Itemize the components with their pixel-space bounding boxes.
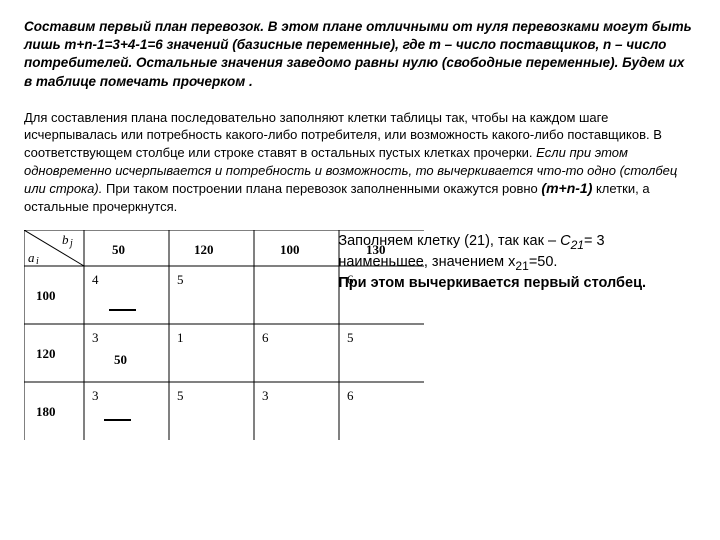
corner-bj: j [70, 238, 73, 249]
row2-left: 120 [36, 346, 56, 362]
r2c1-cost: 3 [92, 330, 99, 346]
corner-a: a [28, 250, 35, 266]
hdr-col-2: 120 [194, 242, 214, 258]
r1c1-cost: 4 [92, 272, 99, 288]
method-paragraph: Для составления плана последовательно за… [24, 109, 696, 216]
para1-text: Составим первый план перевозок. В этом п… [24, 19, 692, 89]
corner-ai: i [36, 256, 39, 267]
r3c4-cost: 6 [347, 388, 354, 404]
hdr-col-4: 130 [366, 242, 386, 258]
r1c2-cost: 5 [177, 272, 184, 288]
hdr-col-1: 50 [112, 242, 125, 258]
right-f: =50. [529, 254, 558, 270]
r1c4-cost: 6 [347, 272, 354, 288]
intro-paragraph: Составим первый план перевозок. В этом п… [24, 18, 696, 91]
r2c3-cost: 6 [262, 330, 269, 346]
hdr-col-3: 100 [280, 242, 300, 258]
corner-b: b [62, 232, 69, 248]
para2-c: При таком построении плана перевозок зап… [106, 181, 541, 196]
right-c: 21 [571, 237, 584, 251]
r2c4-cost: 5 [347, 330, 354, 346]
row1-left: 100 [36, 288, 56, 304]
transportation-table: b j a i 50 120 100 130 100 4 5 6 120 3 5… [24, 230, 316, 440]
r2c1-x: 50 [114, 352, 127, 368]
r2c2-cost: 1 [177, 330, 184, 346]
lower-section: b j a i 50 120 100 130 100 4 5 6 120 3 5… [24, 230, 696, 440]
para2-d: (m+n-1) [541, 180, 592, 196]
right-b: С [560, 233, 570, 249]
right-e: 21 [515, 259, 528, 273]
row3-left: 180 [36, 404, 56, 420]
r3c1-cost: 3 [92, 388, 99, 404]
r3c3-cost: 3 [262, 388, 269, 404]
r3c2-cost: 5 [177, 388, 184, 404]
